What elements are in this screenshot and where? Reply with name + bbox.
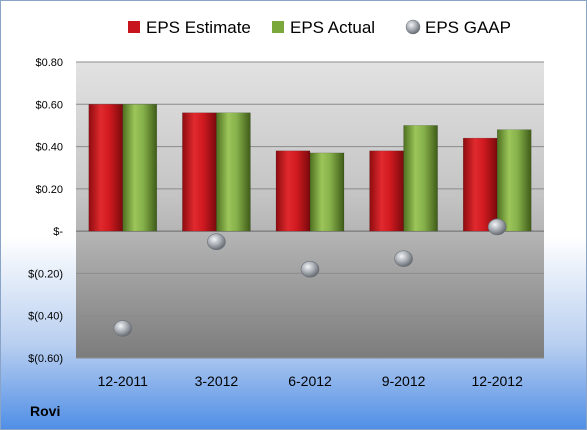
y-tick-label: $0.60 [35, 99, 63, 111]
axes: $0.80 $0.60 $0.40 $0.20 $- $(0.20) $(0.40) $(0.… [28, 57, 523, 389]
y-tick-label: $- [53, 226, 63, 238]
x-tick-label: 3-2012 [195, 373, 239, 389]
eps-actual-bar [403, 125, 438, 232]
eps-actual-bar [216, 112, 251, 232]
eps-gaap-point [394, 250, 413, 267]
y-tick-label: $0.80 [35, 57, 63, 69]
eps-actual-bar [309, 152, 345, 232]
eps-estimate-bar [369, 150, 404, 232]
y-tick-label: $0.40 [35, 142, 63, 154]
eps-actual-bar [496, 129, 532, 232]
legend-label: EPS GAAP [425, 18, 511, 37]
legend-swatch [128, 21, 140, 33]
eps-estimate-bar [275, 150, 311, 232]
eps-estimate-bar [182, 112, 217, 232]
y-tick-label: $(0.20) [28, 268, 63, 280]
x-tick-label: 9-2012 [382, 373, 426, 389]
company-label: Rovi [30, 403, 61, 419]
eps-estimate-bar [88, 104, 124, 232]
y-tick-label: $(0.40) [28, 311, 63, 323]
legend-label: EPS Actual [290, 18, 375, 37]
eps-gaap-point [487, 218, 507, 236]
x-tick-label: 12-2011 [98, 373, 149, 389]
x-tick-label: 6-2012 [288, 373, 332, 389]
eps-gaap-point [300, 260, 320, 278]
y-tick-label: $0.20 [35, 184, 63, 196]
gaap-points [113, 218, 507, 337]
eps-gaap-point [207, 233, 226, 251]
eps-actual-bar [122, 104, 158, 232]
bars [88, 104, 532, 232]
eps-estimate-bar [462, 137, 498, 232]
legend-swatch [405, 19, 421, 35]
x-tick-label: 12-2012 [472, 373, 524, 389]
eps-gaap-point [113, 320, 133, 337]
legend-swatch [272, 21, 284, 33]
legend: EPS Estimate EPS Actual EPS GAAP [128, 18, 511, 37]
legend-label: EPS Estimate [146, 18, 251, 37]
y-tick-label: $(0.60) [28, 353, 63, 365]
